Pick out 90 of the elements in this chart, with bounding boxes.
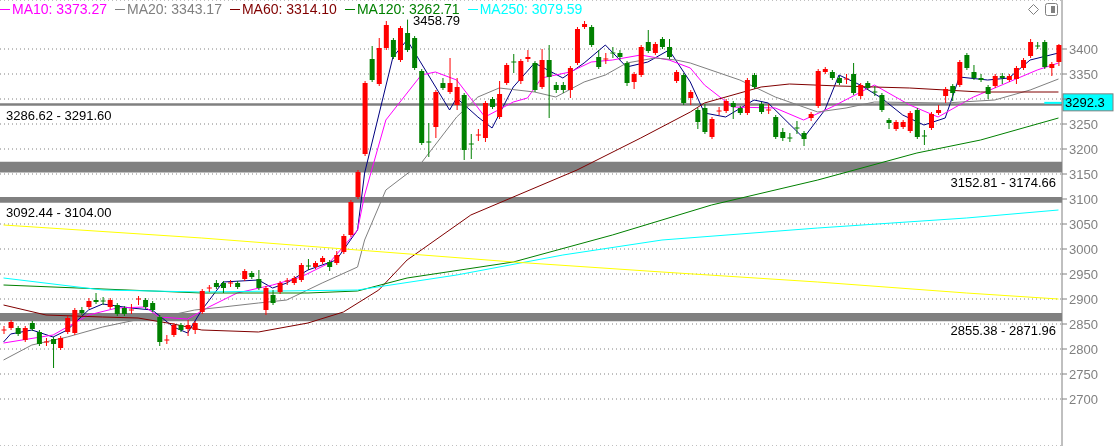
candlestick xyxy=(468,133,474,160)
candlestick xyxy=(546,44,552,119)
candlestick xyxy=(808,111,814,122)
y-tick-label: 2800 xyxy=(1069,341,1098,357)
candlestick xyxy=(79,306,85,316)
candlestick xyxy=(624,60,630,87)
candlestick xyxy=(766,103,772,115)
candlestick xyxy=(589,24,595,48)
candlestick xyxy=(844,73,850,85)
candlestick xyxy=(978,73,984,83)
candlestick xyxy=(93,292,99,305)
candlestick xyxy=(504,62,510,86)
candlestick xyxy=(525,49,531,63)
y-tick-label: 2750 xyxy=(1069,366,1098,382)
legend-label: MA120: 3262.71 xyxy=(355,1,460,17)
candlestick xyxy=(199,288,205,315)
candlestick xyxy=(383,20,389,51)
candlestick xyxy=(341,233,347,255)
ref-line-label: 3292.3 xyxy=(1065,94,1105,110)
y-tick-label: 2850 xyxy=(1069,316,1098,332)
candlestick xyxy=(645,29,651,54)
candlestick xyxy=(773,114,779,140)
y-tick-label: 3200 xyxy=(1069,141,1098,157)
candlestick xyxy=(305,258,311,271)
candlestick xyxy=(667,38,673,60)
band-label: 3286.62 - 3291.60 xyxy=(6,107,112,123)
candlestick xyxy=(794,120,800,135)
candlestick xyxy=(185,319,191,337)
candlestick xyxy=(617,49,623,61)
candlestick xyxy=(907,110,913,134)
candlestick xyxy=(631,71,637,90)
candlestick xyxy=(405,19,411,53)
candlestick xyxy=(447,57,453,95)
candlestick xyxy=(709,116,715,140)
y-tick-label: 3350 xyxy=(1069,66,1098,82)
candlestick xyxy=(702,103,708,135)
candlestick xyxy=(390,37,396,60)
candlestick xyxy=(957,59,963,88)
band-label: 3152.81 - 3174.66 xyxy=(950,174,1056,190)
y-tick-label: 3250 xyxy=(1069,116,1098,132)
candlestick xyxy=(985,84,991,100)
line-series xyxy=(3,209,1059,293)
candlestick xyxy=(86,297,92,310)
candlestick xyxy=(369,45,375,83)
legend-label: MA10: 3373.27 xyxy=(11,1,107,17)
y-tick-label: 3000 xyxy=(1069,241,1098,257)
y-tick-label: 2700 xyxy=(1069,391,1098,407)
candlestick xyxy=(851,62,857,96)
candlestick xyxy=(263,285,269,316)
y-tick-label: 2900 xyxy=(1069,291,1098,307)
candlestick xyxy=(1056,43,1062,67)
candlestick xyxy=(100,296,106,306)
candlestick xyxy=(801,130,807,147)
y-tick-label: 3100 xyxy=(1069,191,1098,207)
legend-label: MA250: 3079.59 xyxy=(478,1,583,17)
candlestick xyxy=(610,46,616,59)
candlestick xyxy=(256,269,262,291)
candlestick xyxy=(886,117,892,130)
y-tick-label: 3400 xyxy=(1069,41,1098,57)
legend-label: MA60: 3314.10 xyxy=(240,1,337,17)
candlestick xyxy=(51,336,57,369)
candlestick xyxy=(921,129,927,146)
candlestick xyxy=(716,106,722,116)
candlestick xyxy=(787,132,793,143)
candlestick xyxy=(879,92,885,113)
candlestick xyxy=(603,52,609,65)
band-label: 3092.44 - 3104.00 xyxy=(6,204,112,220)
candlestick xyxy=(298,262,304,283)
candlestick xyxy=(971,64,977,81)
legend-label: MA20: 3343.17 xyxy=(125,1,222,17)
candlestick xyxy=(1,325,7,335)
candlestick xyxy=(497,80,503,120)
candlestick xyxy=(695,107,701,130)
candlestick xyxy=(872,85,878,97)
y-tick-label: 2950 xyxy=(1069,266,1098,282)
candlestick xyxy=(518,58,524,85)
band-label: 2855.38 - 2871.96 xyxy=(950,323,1056,339)
y-tick-label: 3150 xyxy=(1069,166,1098,182)
line-series xyxy=(3,224,1059,300)
candlestick xyxy=(1028,38,1034,59)
candlestick xyxy=(426,122,432,158)
candlestick xyxy=(596,49,602,70)
candlestick xyxy=(128,303,134,315)
candlestick xyxy=(475,128,481,142)
candlestick xyxy=(440,77,446,91)
candlestick xyxy=(567,65,573,99)
candlestick xyxy=(511,53,517,74)
candlestick xyxy=(454,77,460,111)
candlestick xyxy=(72,307,78,336)
y-tick-label: 3050 xyxy=(1069,216,1098,232)
